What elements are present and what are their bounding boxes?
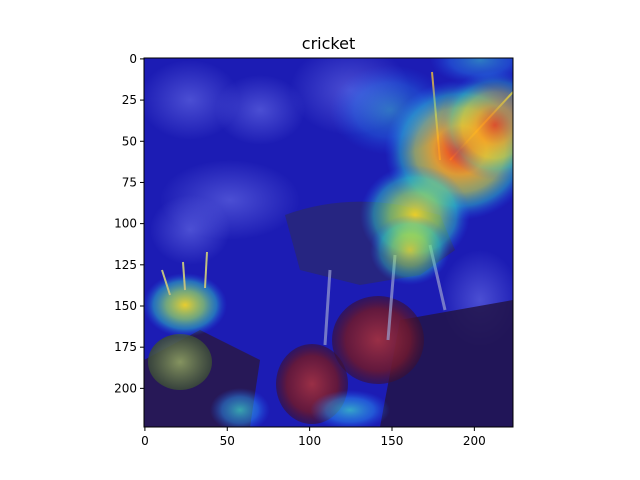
y-tick-label: 50 bbox=[122, 134, 137, 148]
x-tick-label: 0 bbox=[141, 434, 149, 448]
y-tick-label: 25 bbox=[122, 93, 137, 107]
chart-title: cricket bbox=[302, 34, 355, 53]
x-tick-label: 100 bbox=[298, 434, 321, 448]
x-tick-label: 150 bbox=[381, 434, 404, 448]
y-tick-label: 150 bbox=[114, 299, 137, 313]
plot-frame bbox=[143, 57, 514, 428]
x-tick-label: 200 bbox=[463, 434, 486, 448]
y-tick-label: 75 bbox=[122, 175, 137, 189]
y-tick-label: 175 bbox=[114, 340, 137, 354]
heatmap-image bbox=[144, 58, 513, 427]
y-tick-label: 0 bbox=[129, 52, 137, 66]
y-tick-label: 125 bbox=[114, 258, 137, 272]
y-tick-label: 200 bbox=[114, 381, 137, 395]
y-tick-label: 100 bbox=[114, 217, 137, 231]
x-axis-ticks: 0 50 100 150 200 bbox=[141, 427, 486, 448]
x-tick-label: 50 bbox=[220, 434, 235, 448]
y-axis-ticks: 0 25 50 75 100 125 150 175 200 bbox=[114, 52, 144, 395]
